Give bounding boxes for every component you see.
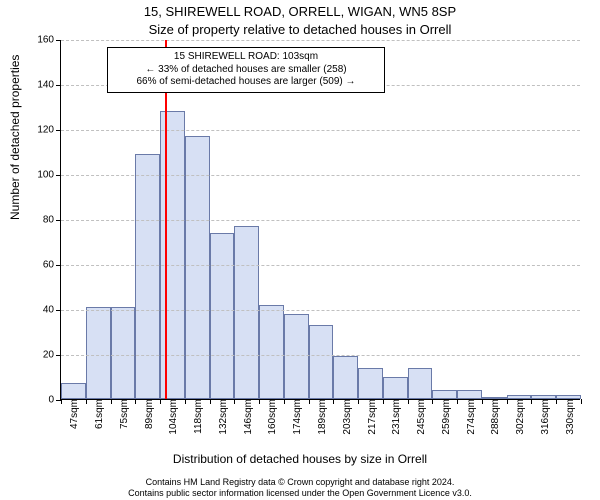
- x-tick-mark: [457, 399, 458, 404]
- x-tick-label: 203sqm: [342, 399, 353, 435]
- y-tick-label: 40: [14, 305, 54, 316]
- x-tick-label: 217sqm: [367, 399, 378, 435]
- y-tick-label: 80: [14, 215, 54, 226]
- bar: [210, 233, 235, 400]
- x-tick-label: 288sqm: [490, 399, 501, 435]
- x-tick-mark: [383, 399, 384, 404]
- bar: [135, 154, 160, 399]
- bar: [234, 226, 259, 399]
- x-tick-label: 75sqm: [119, 399, 130, 429]
- y-tick-mark: [56, 40, 61, 41]
- x-tick-mark: [234, 399, 235, 404]
- bar: [309, 325, 334, 399]
- y-tick-mark: [56, 85, 61, 86]
- x-tick-mark: [408, 399, 409, 404]
- bar: [432, 390, 457, 399]
- x-tick-label: 160sqm: [267, 399, 278, 435]
- x-tick-mark: [507, 399, 508, 404]
- x-tick-mark: [160, 399, 161, 404]
- x-tick-mark: [111, 399, 112, 404]
- bar: [61, 383, 86, 399]
- x-tick-label: 104sqm: [168, 399, 179, 435]
- gridline: [61, 265, 580, 266]
- attribution-line1: Contains HM Land Registry data © Crown c…: [0, 477, 600, 487]
- y-tick-label: 60: [14, 260, 54, 271]
- x-tick-label: 146sqm: [243, 399, 254, 435]
- bar: [86, 307, 111, 399]
- x-tick-label: 189sqm: [317, 399, 328, 435]
- annotation-line: 66% of semi-detached houses are larger (…: [114, 76, 378, 89]
- x-tick-label: 330sqm: [565, 399, 576, 435]
- gridline: [61, 40, 580, 41]
- x-tick-mark: [185, 399, 186, 404]
- y-tick-label: 0: [14, 395, 54, 406]
- x-axis-label: Distribution of detached houses by size …: [0, 452, 600, 466]
- x-tick-label: 174sqm: [292, 399, 303, 435]
- plot-area: 47sqm61sqm75sqm89sqm104sqm118sqm132sqm14…: [60, 40, 580, 400]
- bar: [358, 368, 383, 400]
- y-tick-mark: [56, 130, 61, 131]
- y-tick-mark: [56, 175, 61, 176]
- x-tick-label: 302sqm: [515, 399, 526, 435]
- gridline: [61, 220, 580, 221]
- x-tick-label: 245sqm: [416, 399, 427, 435]
- annotation-line: ← 33% of detached houses are smaller (25…: [114, 64, 378, 77]
- x-tick-label: 132sqm: [218, 399, 229, 435]
- x-tick-mark: [135, 399, 136, 404]
- y-tick-label: 140: [14, 80, 54, 91]
- x-tick-label: 316sqm: [540, 399, 551, 435]
- annotation-box: 15 SHIREWELL ROAD: 103sqm← 33% of detach…: [107, 47, 385, 93]
- y-tick-mark: [56, 265, 61, 266]
- x-tick-mark: [284, 399, 285, 404]
- reference-line: [165, 40, 167, 399]
- bar: [408, 368, 433, 400]
- x-tick-label: 89sqm: [144, 399, 155, 429]
- gridline: [61, 310, 580, 311]
- x-tick-label: 118sqm: [193, 399, 204, 434]
- attribution: Contains HM Land Registry data © Crown c…: [0, 477, 600, 498]
- bar: [333, 356, 358, 399]
- x-tick-mark: [86, 399, 87, 404]
- bar: [383, 377, 408, 400]
- annotation-line: 15 SHIREWELL ROAD: 103sqm: [114, 51, 378, 64]
- y-tick-label: 120: [14, 125, 54, 136]
- y-tick-label: 20: [14, 350, 54, 361]
- x-tick-mark: [482, 399, 483, 404]
- x-tick-mark: [358, 399, 359, 404]
- x-tick-label: 274sqm: [466, 399, 477, 435]
- x-tick-mark: [61, 399, 62, 404]
- x-tick-label: 61sqm: [94, 399, 105, 429]
- attribution-line2: Contains public sector information licen…: [0, 488, 600, 498]
- bar: [457, 390, 482, 399]
- bar: [284, 314, 309, 400]
- x-tick-mark: [531, 399, 532, 404]
- gridline: [61, 130, 580, 131]
- x-tick-label: 231sqm: [391, 399, 402, 435]
- x-tick-mark: [333, 399, 334, 404]
- gridline: [61, 355, 580, 356]
- x-tick-mark: [309, 399, 310, 404]
- gridline: [61, 175, 580, 176]
- y-tick-mark: [56, 220, 61, 221]
- x-tick-mark: [259, 399, 260, 404]
- bar: [111, 307, 136, 399]
- x-tick-mark: [210, 399, 211, 404]
- x-tick-label: 47sqm: [69, 399, 80, 429]
- x-tick-mark: [581, 399, 582, 404]
- chart-title-line1: 15, SHIREWELL ROAD, ORRELL, WIGAN, WN5 8…: [0, 4, 600, 19]
- chart-container: { "chart": { "type": "histogram", "title…: [0, 0, 600, 500]
- y-tick-label: 160: [14, 35, 54, 46]
- x-tick-mark: [556, 399, 557, 404]
- x-tick-label: 259sqm: [441, 399, 452, 435]
- chart-subtitle: Size of property relative to detached ho…: [0, 22, 600, 37]
- y-tick-label: 100: [14, 170, 54, 181]
- y-tick-mark: [56, 355, 61, 356]
- bar: [259, 305, 284, 400]
- x-tick-mark: [432, 399, 433, 404]
- y-tick-mark: [56, 310, 61, 311]
